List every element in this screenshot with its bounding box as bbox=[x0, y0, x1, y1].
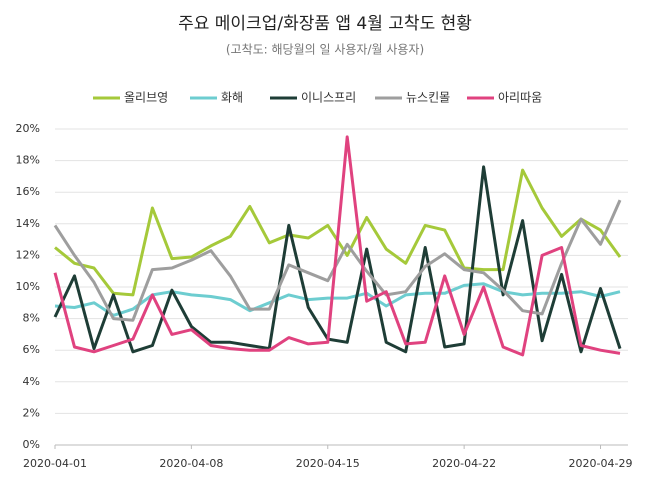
x-tick-label: 2020-04-08 bbox=[159, 457, 223, 470]
y-tick-label: 12% bbox=[16, 248, 40, 261]
series-line bbox=[54, 282, 621, 317]
y-tick-label: 10% bbox=[16, 280, 40, 293]
legend-label: 아리따움 bbox=[498, 91, 542, 105]
legend-label: 화해 bbox=[221, 91, 243, 105]
legend-label: 뉴스킨몰 bbox=[406, 91, 450, 105]
legend-label: 올리브영 bbox=[124, 91, 168, 105]
chart-subtitle: (고착도: 해당월의 일 사용자/월 사용자) bbox=[226, 43, 424, 57]
y-tick-label: 14% bbox=[16, 217, 40, 230]
y-tick-label: 2% bbox=[23, 406, 40, 419]
x-tick-label: 2020-04-15 bbox=[296, 457, 360, 470]
legend-label: 이니스프리 bbox=[301, 91, 356, 105]
series-line bbox=[53, 165, 622, 354]
y-tick-label: 0% bbox=[23, 438, 40, 451]
y-tick-label: 16% bbox=[16, 185, 40, 198]
y-tick-label: 6% bbox=[23, 343, 40, 356]
y-tick-label: 4% bbox=[23, 375, 40, 388]
chart-title: 주요 메이크업/화장품 앱 4월 고착도 현황 bbox=[178, 14, 472, 34]
x-tick-label: 2020-04-01 bbox=[23, 457, 87, 470]
y-tick-label: 20% bbox=[16, 122, 40, 135]
y-tick-label: 18% bbox=[16, 154, 40, 167]
x-tick-label: 2020-04-29 bbox=[569, 457, 633, 470]
series-line bbox=[53, 135, 621, 357]
y-tick-label: 8% bbox=[23, 312, 40, 325]
series-line bbox=[53, 199, 622, 322]
x-tick-label: 2020-04-22 bbox=[432, 457, 496, 470]
